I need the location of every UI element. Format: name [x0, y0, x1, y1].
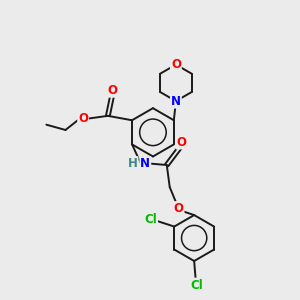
Text: O: O: [107, 84, 117, 97]
Text: Cl: Cl: [144, 213, 157, 226]
Text: Cl: Cl: [191, 279, 203, 292]
Text: O: O: [176, 136, 187, 148]
Text: O: O: [174, 202, 184, 215]
Text: N: N: [171, 94, 181, 108]
Text: O: O: [171, 58, 181, 71]
Text: H: H: [128, 157, 138, 170]
Text: N: N: [140, 157, 150, 170]
Text: O: O: [78, 112, 88, 125]
